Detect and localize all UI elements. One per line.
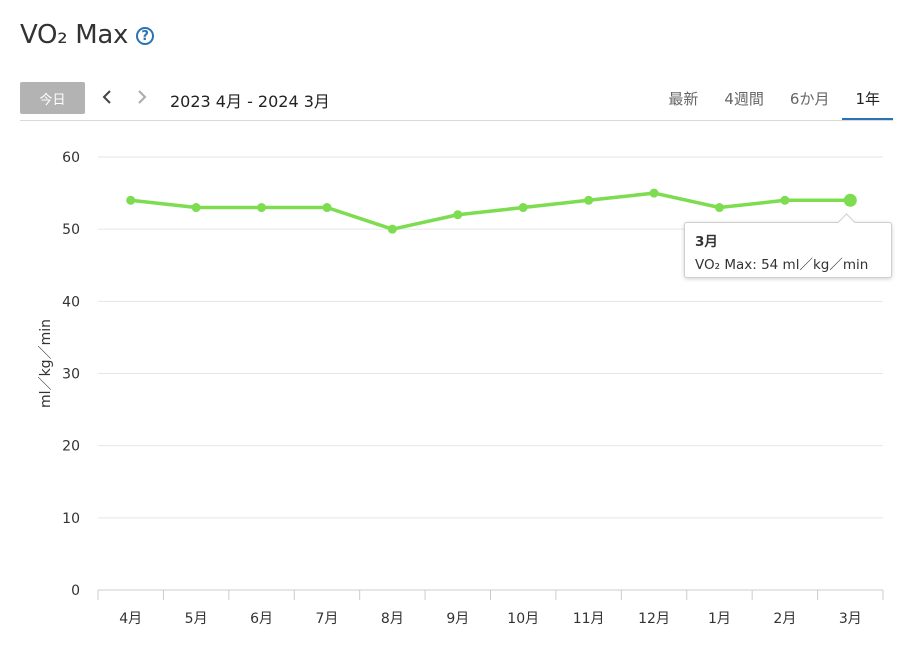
chevron-right-icon[interactable] [135, 86, 149, 113]
tooltip-title: 3月 [695, 234, 718, 250]
vo2max-line-chart: 0 10 20 30 40 50 60 4月 5月 6月 7月 8月 9月 10月 11月 12月 1月 2月 3月… [38, 150, 884, 627]
tooltip-value: VO₂ Max: 54 ml／kg／min [695, 257, 869, 273]
x-tick-label: 8月 [381, 611, 404, 627]
y-axis-label: ml／kg／min [38, 319, 54, 408]
toolbar: 今日 2023 4月 - 2024 3月 最新 4週間 6か月 1年 [20, 82, 893, 121]
y-tick-label: 20 [62, 439, 80, 455]
y-tick-label: 60 [62, 150, 80, 166]
date-range: 2023 4月 - 2024 3月 [170, 92, 330, 111]
tab-1-year[interactable]: 1年 [842, 82, 893, 120]
x-tick-label: 11月 [573, 611, 605, 627]
today-button[interactable]: 今日 [20, 82, 85, 114]
data-point [649, 188, 659, 198]
x-tick-label: 4月 [119, 611, 142, 627]
x-tick-label: 5月 [185, 611, 208, 627]
question-circle-icon[interactable]: ? [136, 27, 155, 45]
data-point [257, 203, 267, 213]
tab-4-weeks[interactable]: 4週間 [724, 90, 764, 108]
y-tick-label: 30 [62, 367, 80, 383]
title-row: VO₂ Max ? [20, 18, 155, 52]
x-tick-label: 10月 [507, 611, 539, 627]
x-tick-label: 6月 [250, 611, 273, 627]
x-tick-label: 1月 [708, 611, 731, 627]
data-point [191, 203, 201, 213]
data-point [714, 203, 724, 213]
chart-tooltip: 3月 VO₂ Max: 54 ml／kg／min [684, 222, 892, 278]
x-tick-label: 9月 [446, 611, 469, 627]
tab-latest[interactable]: 最新 [668, 90, 699, 108]
page-title: VO₂ Max [20, 20, 129, 50]
data-point [518, 203, 528, 213]
data-point [843, 193, 857, 207]
x-tick-label: 7月 [315, 611, 338, 627]
data-point [387, 224, 397, 234]
range-tabs: 最新 4週間 6か月 1年 [655, 82, 893, 120]
data-point [584, 195, 594, 205]
y-tick-label: 10 [62, 511, 80, 527]
chevron-left-icon[interactable] [100, 86, 114, 113]
series-line [130, 191, 851, 231]
data-point [780, 195, 790, 205]
data-point [453, 210, 463, 220]
data-point [126, 195, 136, 205]
y-tick-label: 50 [62, 222, 80, 238]
tab-6-months[interactable]: 6か月 [789, 90, 830, 108]
x-tick-label: 3月 [839, 611, 862, 627]
data-point [322, 203, 332, 213]
x-tick-label: 2月 [773, 611, 796, 627]
x-tick-label: 12月 [638, 611, 670, 627]
y-tick-label: 0 [71, 583, 80, 599]
y-tick-label: 40 [62, 294, 80, 310]
